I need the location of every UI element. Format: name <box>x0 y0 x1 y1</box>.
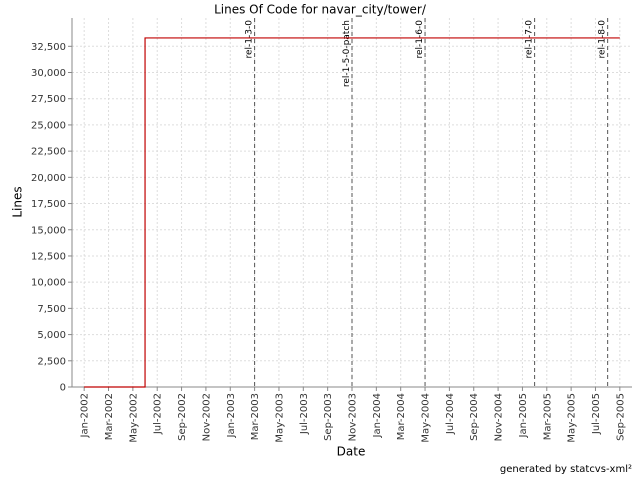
x-tick-label: Sep-2003 <box>323 393 334 441</box>
x-tick-label: Sep-2002 <box>177 393 188 441</box>
y-tick-label: 7,500 <box>37 304 66 315</box>
x-tick-label: Mar-2003 <box>250 393 261 440</box>
annotation-label: rel-1-7-0 <box>525 20 535 59</box>
y-tick-label: 12,500 <box>31 251 66 262</box>
annotation-label: rel-1-5-0-patch <box>342 20 352 87</box>
chart-title: Lines Of Code for navar_city/tower/ <box>214 3 427 17</box>
footer: generated by statcvs-xml² <box>500 464 632 475</box>
y-tick-label: 25,000 <box>31 120 66 131</box>
x-tick-label: May-2003 <box>274 393 285 443</box>
x-tick-label: Mar-2004 <box>396 393 407 440</box>
x-tick-label: Jul-2002 <box>153 393 164 435</box>
y-tick-label: 20,000 <box>31 173 66 184</box>
x-tick-label: May-2005 <box>567 393 578 443</box>
annotation-label: rel-1-6-0 <box>415 20 425 59</box>
x-tick-label: Sep-2004 <box>469 393 480 441</box>
x-tick-label: Jan-2002 <box>80 393 91 438</box>
y-tick-label: 0 <box>60 383 66 394</box>
x-axis-title: Date <box>337 445 366 459</box>
y-tick-label: 22,500 <box>31 147 66 158</box>
y-tick-label: 5,000 <box>37 330 66 341</box>
annotation-label: rel-1-8-0 <box>598 20 608 59</box>
y-tick-label: 32,500 <box>31 42 66 53</box>
x-tick-label: Jan-2004 <box>372 393 383 438</box>
x-tick-label: Nov-2003 <box>348 393 359 441</box>
y-tick-label: 15,000 <box>31 225 66 236</box>
data-line <box>84 37 620 388</box>
annotation-label: rel-1-3-0 <box>245 20 255 59</box>
x-tick-label: Jul-2003 <box>299 393 310 435</box>
y-tick-label: 30,000 <box>31 68 66 79</box>
x-tick-label: Nov-2002 <box>201 393 212 441</box>
x-tick-label: Sep-2005 <box>615 393 626 441</box>
x-tick-label: Jul-2005 <box>591 393 602 435</box>
y-tick-label: 10,000 <box>31 278 66 289</box>
y-axis-title: Lines <box>11 186 25 217</box>
x-tick-label: May-2002 <box>128 393 139 443</box>
x-tick-label: Nov-2004 <box>494 393 505 441</box>
y-tick-label: 2,500 <box>37 356 66 367</box>
x-tick-label: Jul-2004 <box>445 393 456 435</box>
x-tick-label: Mar-2005 <box>542 393 553 440</box>
x-tick-label: Mar-2002 <box>104 393 115 440</box>
x-tick-label: Jan-2005 <box>518 393 529 438</box>
x-tick-label: Jan-2003 <box>226 393 237 438</box>
y-tick-label: 27,500 <box>31 94 66 105</box>
x-tick-label: May-2004 <box>421 393 432 443</box>
y-tick-label: 17,500 <box>31 199 66 210</box>
